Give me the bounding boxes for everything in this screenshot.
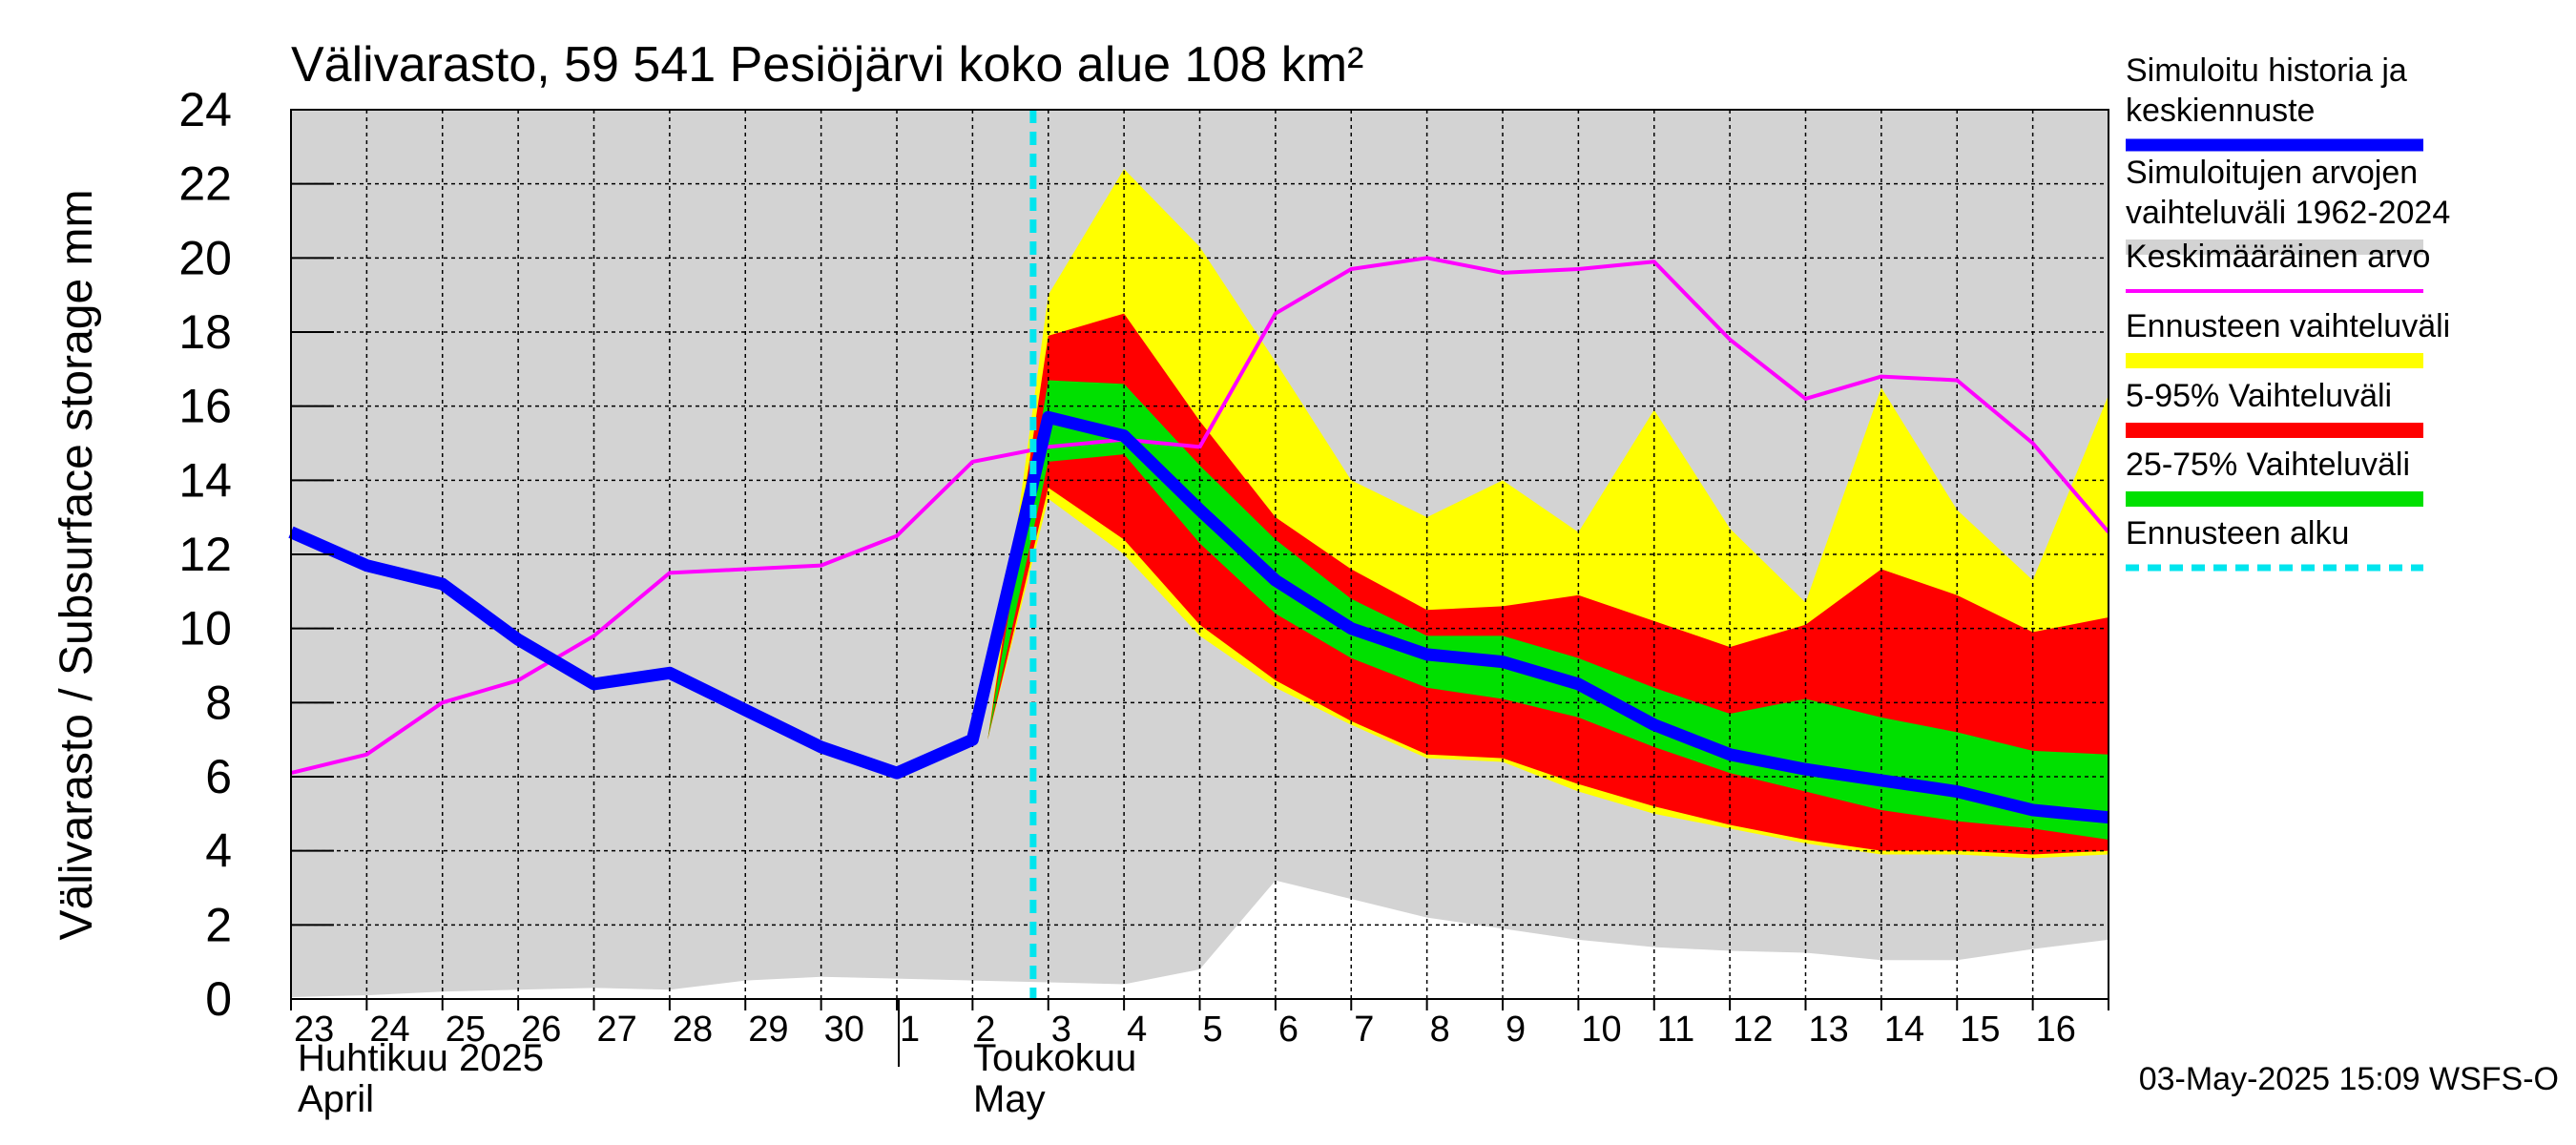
legend-label: Keskimääräinen arvo <box>2126 239 2430 275</box>
x-tick-label: 25 <box>446 1010 486 1050</box>
y-tick-label: 10 <box>178 602 232 656</box>
chart-title: Välivarasto, 59 541 Pesiöjärvi koko alue… <box>291 37 1363 93</box>
x-tick-label: 5 <box>1203 1010 1223 1050</box>
legend-label: 5-95% Vaihteluväli <box>2126 378 2392 414</box>
series-lines <box>288 110 2110 999</box>
legend-label: keskiennuste <box>2126 93 2315 129</box>
x-tick-label: 29 <box>748 1010 788 1050</box>
y-tick-label: 22 <box>178 157 232 211</box>
line-simuloitu-historia-ja-keskiennuste <box>288 410 2109 824</box>
x-tick-label: 10 <box>1581 1010 1621 1050</box>
legend-label: Ennusteen alku <box>2126 515 2349 552</box>
x-tick-label: 3 <box>1051 1010 1071 1050</box>
x-tick-label: 28 <box>673 1010 713 1050</box>
x-axis: 23 24 25 26 27 28 29 30 1 2 3 4 5 6 7 8 9 10 11 12 13 14 15 16 <box>290 999 2109 1050</box>
x-tick-label: 4 <box>1127 1010 1147 1050</box>
month-label-april-en: April <box>298 1078 374 1120</box>
x-tick-label: 2 <box>975 1010 995 1050</box>
y-tick-label: 0 <box>205 972 232 1026</box>
x-tick-label: 9 <box>1506 1010 1526 1050</box>
legend-swatch <box>2126 353 2423 368</box>
x-tick-label: 12 <box>1733 1010 1773 1050</box>
legend-swatch <box>2126 491 2423 507</box>
legend-label: 25-75% Vaihteluväli <box>2126 447 2410 483</box>
y-tick-label: 6 <box>205 750 232 803</box>
x-tick-label: 27 <box>597 1010 637 1050</box>
y-axis-label: Välivarasto / Subsurface storage mm <box>52 189 102 940</box>
y-tick-label: 16 <box>178 380 232 433</box>
y-tick-label: 20 <box>178 231 232 284</box>
legend-label: Ennusteen vaihteluväli <box>2126 308 2450 344</box>
line-keskim-r-inen-arvo <box>290 256 2110 776</box>
month-label-may-en: May <box>973 1078 1046 1120</box>
x-tick-label: 8 <box>1430 1010 1450 1050</box>
x-tick-label: 13 <box>1809 1010 1849 1050</box>
month-label-may-fi: Toukokuu <box>973 1037 1136 1079</box>
x-tick-label: 16 <box>2036 1010 2076 1050</box>
x-tick-label: 24 <box>369 1010 409 1050</box>
y-tick-label: 24 <box>178 83 232 136</box>
band-25-75-vaihteluv-li <box>987 380 2109 841</box>
month-label-april-fi: Huhtikuu 2025 <box>298 1037 544 1079</box>
grid-lines <box>291 110 2109 999</box>
x-tick-label: 30 <box>824 1010 864 1050</box>
x-tick-label: 7 <box>1354 1010 1374 1050</box>
x-tick-label: 15 <box>1960 1010 2000 1050</box>
x-tick-label: 26 <box>521 1010 561 1050</box>
legend-label: vaihteluväli 1962-2024 <box>2126 195 2450 231</box>
x-tick-label: 14 <box>1884 1010 1924 1050</box>
x-tick-label: 1 <box>900 1010 920 1050</box>
y-tick-label: 18 <box>178 305 232 359</box>
timestamp: 03-May-2025 15:09 WSFS-O <box>2139 1061 2559 1097</box>
legend-label: Simuloitu historia ja <box>2126 52 2407 89</box>
y-tick-label: 8 <box>205 676 232 729</box>
y-tick-label: 12 <box>178 528 232 581</box>
x-tick-label: 23 <box>294 1010 334 1050</box>
legend-swatch <box>2126 239 2423 255</box>
y-tick-label: 2 <box>205 898 232 951</box>
y-tick-label: 14 <box>178 453 232 507</box>
legend-swatch <box>2126 423 2423 438</box>
legend-label: Simuloitujen arvojen <box>2126 155 2418 191</box>
x-tick-label: 6 <box>1278 1010 1298 1050</box>
x-tick-label: 11 <box>1657 1010 1694 1050</box>
legend: Simuloitu historia ja keskiennuste Simuloi… <box>2126 52 2450 572</box>
y-tick-label: 4 <box>205 824 232 878</box>
